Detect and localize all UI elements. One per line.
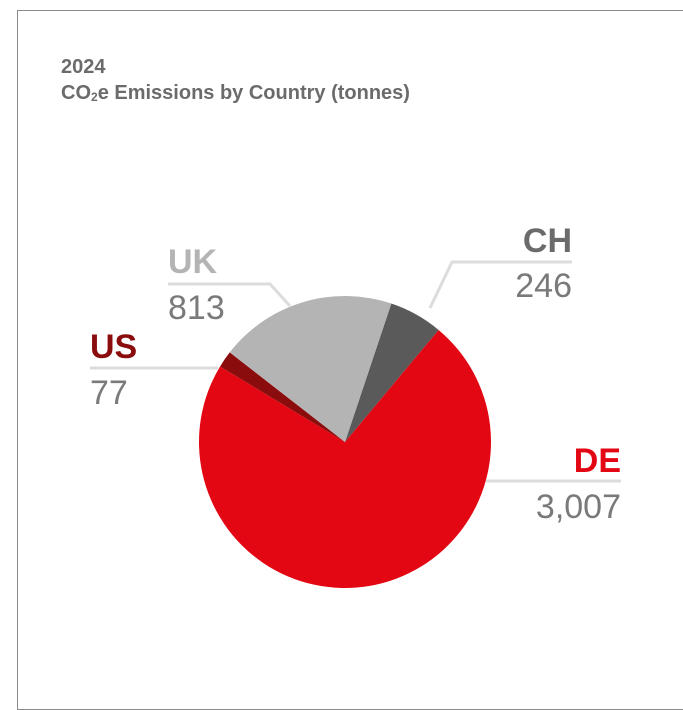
title-prefix: CO <box>61 82 91 104</box>
pie-slice-ch <box>345 303 439 442</box>
pie-slice-uk <box>229 296 392 442</box>
slice-label-ch: CH <box>523 222 572 260</box>
chart-year: 2024 <box>61 56 106 78</box>
leader-lines <box>90 260 621 483</box>
slice-value-ch: 246 <box>515 267 572 305</box>
title-suffix: e Emissions by Country (tonnes) <box>97 82 410 104</box>
pie-slices <box>198 296 491 589</box>
slice-labels: CH 246 DE 3,007 US 77 UK 813 <box>90 222 621 526</box>
slice-value-de: 3,007 <box>536 488 621 526</box>
pie-slice-us <box>220 352 345 442</box>
slice-value-uk: 813 <box>168 289 225 327</box>
pie-slice-de <box>198 329 491 589</box>
slice-value-us: 77 <box>90 374 128 412</box>
chart-title: CO2e Emissions by Country (tonnes) <box>61 80 410 110</box>
slice-label-us: US <box>90 328 137 366</box>
leader-line-uk <box>168 282 292 308</box>
slice-label-de: DE <box>574 442 621 480</box>
leader-line-ch <box>428 260 572 309</box>
title-subscript: 2 <box>91 90 98 104</box>
slice-label-uk: UK <box>168 243 218 281</box>
chart-heading: 2024 CO2e Emissions by Country (tonnes) <box>61 54 410 110</box>
